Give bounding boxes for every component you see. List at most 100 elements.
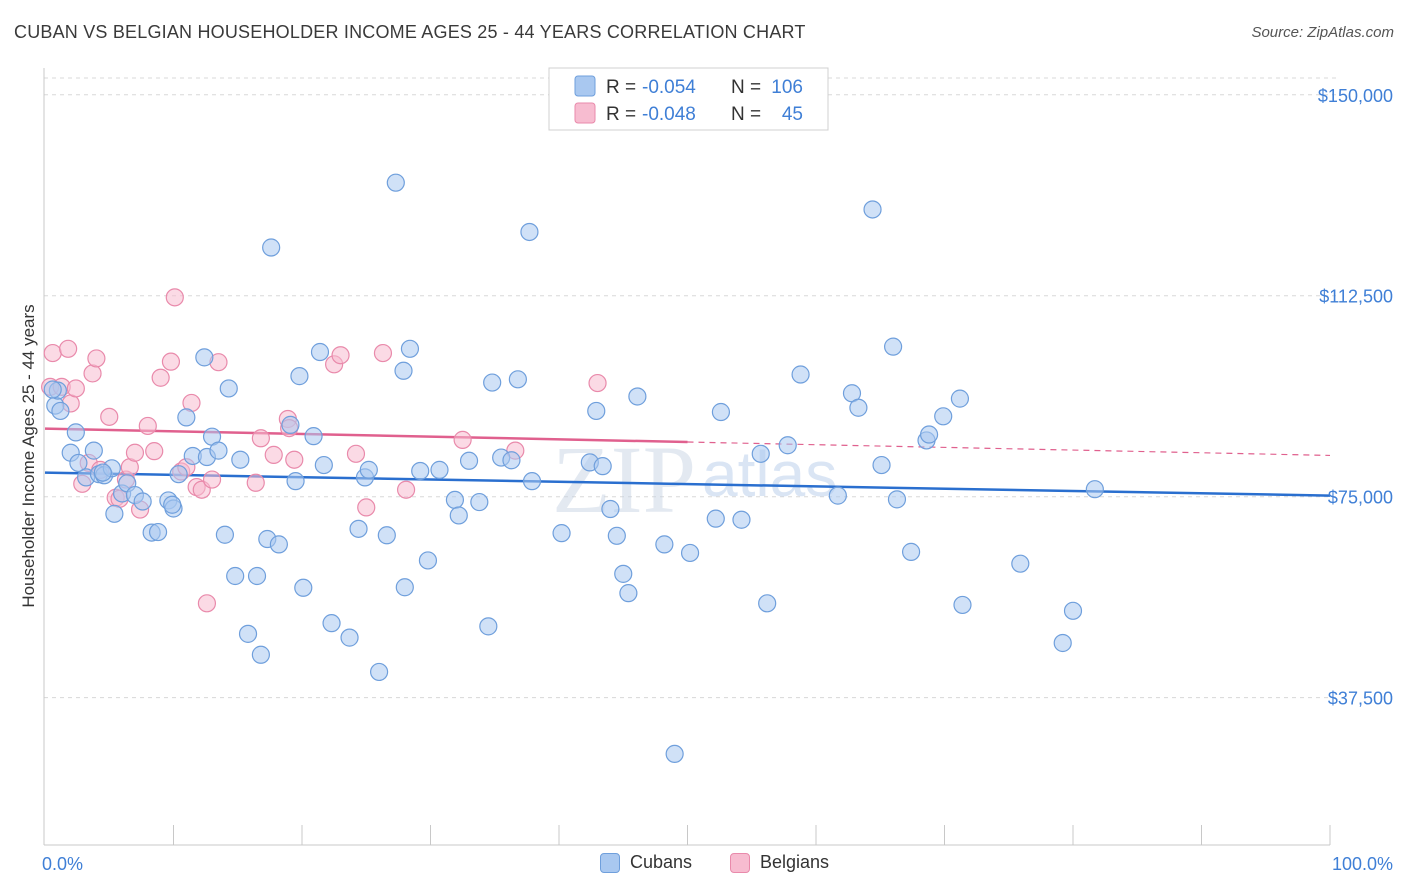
legend-n-label-belgians: N = [731,104,766,125]
legend-n-label-cubans: N = [731,77,766,98]
cubans-point [628,387,647,406]
belgians-point [83,364,102,383]
cubans-point [445,490,465,510]
cubans-point [449,506,468,525]
cubans-point [552,524,571,543]
cubans-point [66,423,85,442]
cubans-point [619,584,638,603]
belgians-point [246,473,265,492]
cubans-point [887,490,907,509]
cubans-point [281,415,300,434]
cubans-point [872,455,891,475]
cubans-point [849,398,868,417]
bottom-legend-swatch-cubans [600,852,620,873]
cubans-point [778,436,797,455]
cubans-point [294,578,313,597]
y-tick-labels: $37,500 $75,000 $112,500 $150,000 [1318,86,1393,709]
belgians-point [264,445,283,464]
cubans-point [195,348,214,367]
belgians-point [197,594,217,613]
x-tick-label: 0.0% [42,854,83,874]
belgians-point [59,339,78,358]
bottom-legend-cubans: Cubans [600,852,692,873]
belgians-point [331,346,350,365]
belgians-point [285,450,304,469]
stat-legend: R = -0.054 N = 106 R = -0.048 N = 45 [548,67,829,131]
y-tick-label: $112,500 [1319,287,1393,307]
belgians-point [138,416,157,436]
cubans-point [290,367,309,386]
cubans-point [359,460,378,479]
axes [43,68,1331,846]
belgians-point [588,373,607,393]
belgians-point [125,443,145,462]
grid-lines [44,77,1340,699]
belgians-trend-extension [687,441,1331,457]
cubans-point [751,444,770,463]
cubans-point [593,457,612,476]
cubans-point [828,486,847,505]
bottom-legend-belgians: Belgians [730,852,829,873]
cubans-point [395,578,414,597]
legend-r-value-cubans: -0.054 [642,77,696,98]
belgians-point [373,343,393,363]
x-tick-label: 100.0% [1332,854,1393,874]
cubans-point [470,492,489,512]
watermark-atlas: atlas [702,438,837,510]
belgians-point [100,407,119,426]
belgians-point [43,343,62,363]
bottom-legend: Cubans Belgians [0,850,1406,880]
legend-r-label-cubans: R = [606,77,641,98]
cubans-point [1063,601,1083,620]
y-tick-label: $37,500 [1328,689,1393,709]
cubans-point [614,564,633,583]
belgians-point [202,470,222,489]
legend-n-value-belgians: 45 [782,104,803,125]
cubans-point [665,744,684,764]
cubans-point [394,361,413,380]
chart-title: CUBAN VS BELGIAN HOUSEHOLDER INCOME AGES… [14,22,806,42]
cubans-point [1053,633,1072,653]
belgians-point [145,442,164,461]
cubans-point [418,551,438,570]
cubans-point [169,465,188,484]
y-axis-label: Householder Income Ages 25 - 44 years [19,304,38,607]
cubans-point [950,389,970,408]
cubans-point [148,522,168,542]
y-tick-label: $150,000 [1318,86,1393,106]
cubans-point [386,173,405,192]
watermark-zip: ZIP [552,426,696,533]
cubans-point [286,472,305,491]
cubans-point [163,495,182,514]
cubans-point [934,407,953,426]
cubans-point [479,617,498,636]
cubans-point [69,453,88,473]
legend-r-label-belgians: R = [606,104,641,125]
cubans-point [711,402,731,422]
cubans-point [43,380,62,399]
cubans-point [262,238,281,257]
cubans-point [304,427,323,446]
cubans-point [522,472,542,491]
belgians-points [41,288,607,613]
cubans-point [901,542,921,561]
bottom-legend-label-cubans: Cubans [630,852,693,872]
cubans-point [219,379,238,398]
cubans-point [1011,554,1030,573]
cubans-point [247,566,267,586]
cubans-point [520,222,539,242]
cubans-point [370,662,389,682]
cubans-point [314,455,333,475]
watermark: ZIP atlas [552,426,837,533]
belgians-point [87,349,106,368]
y-tick-label: $75,000 [1328,488,1393,508]
belgians-point [251,429,270,448]
belgians-point [165,288,184,307]
cubans-point [587,401,606,421]
cubans-point [430,460,449,479]
bottom-legend-swatch-belgians [730,852,750,873]
cubans-point [706,509,725,528]
legend-n-value-cubans: 106 [771,77,803,98]
chart-source: Source: ZipAtlas.com [1251,24,1394,41]
belgians-point [66,379,85,398]
